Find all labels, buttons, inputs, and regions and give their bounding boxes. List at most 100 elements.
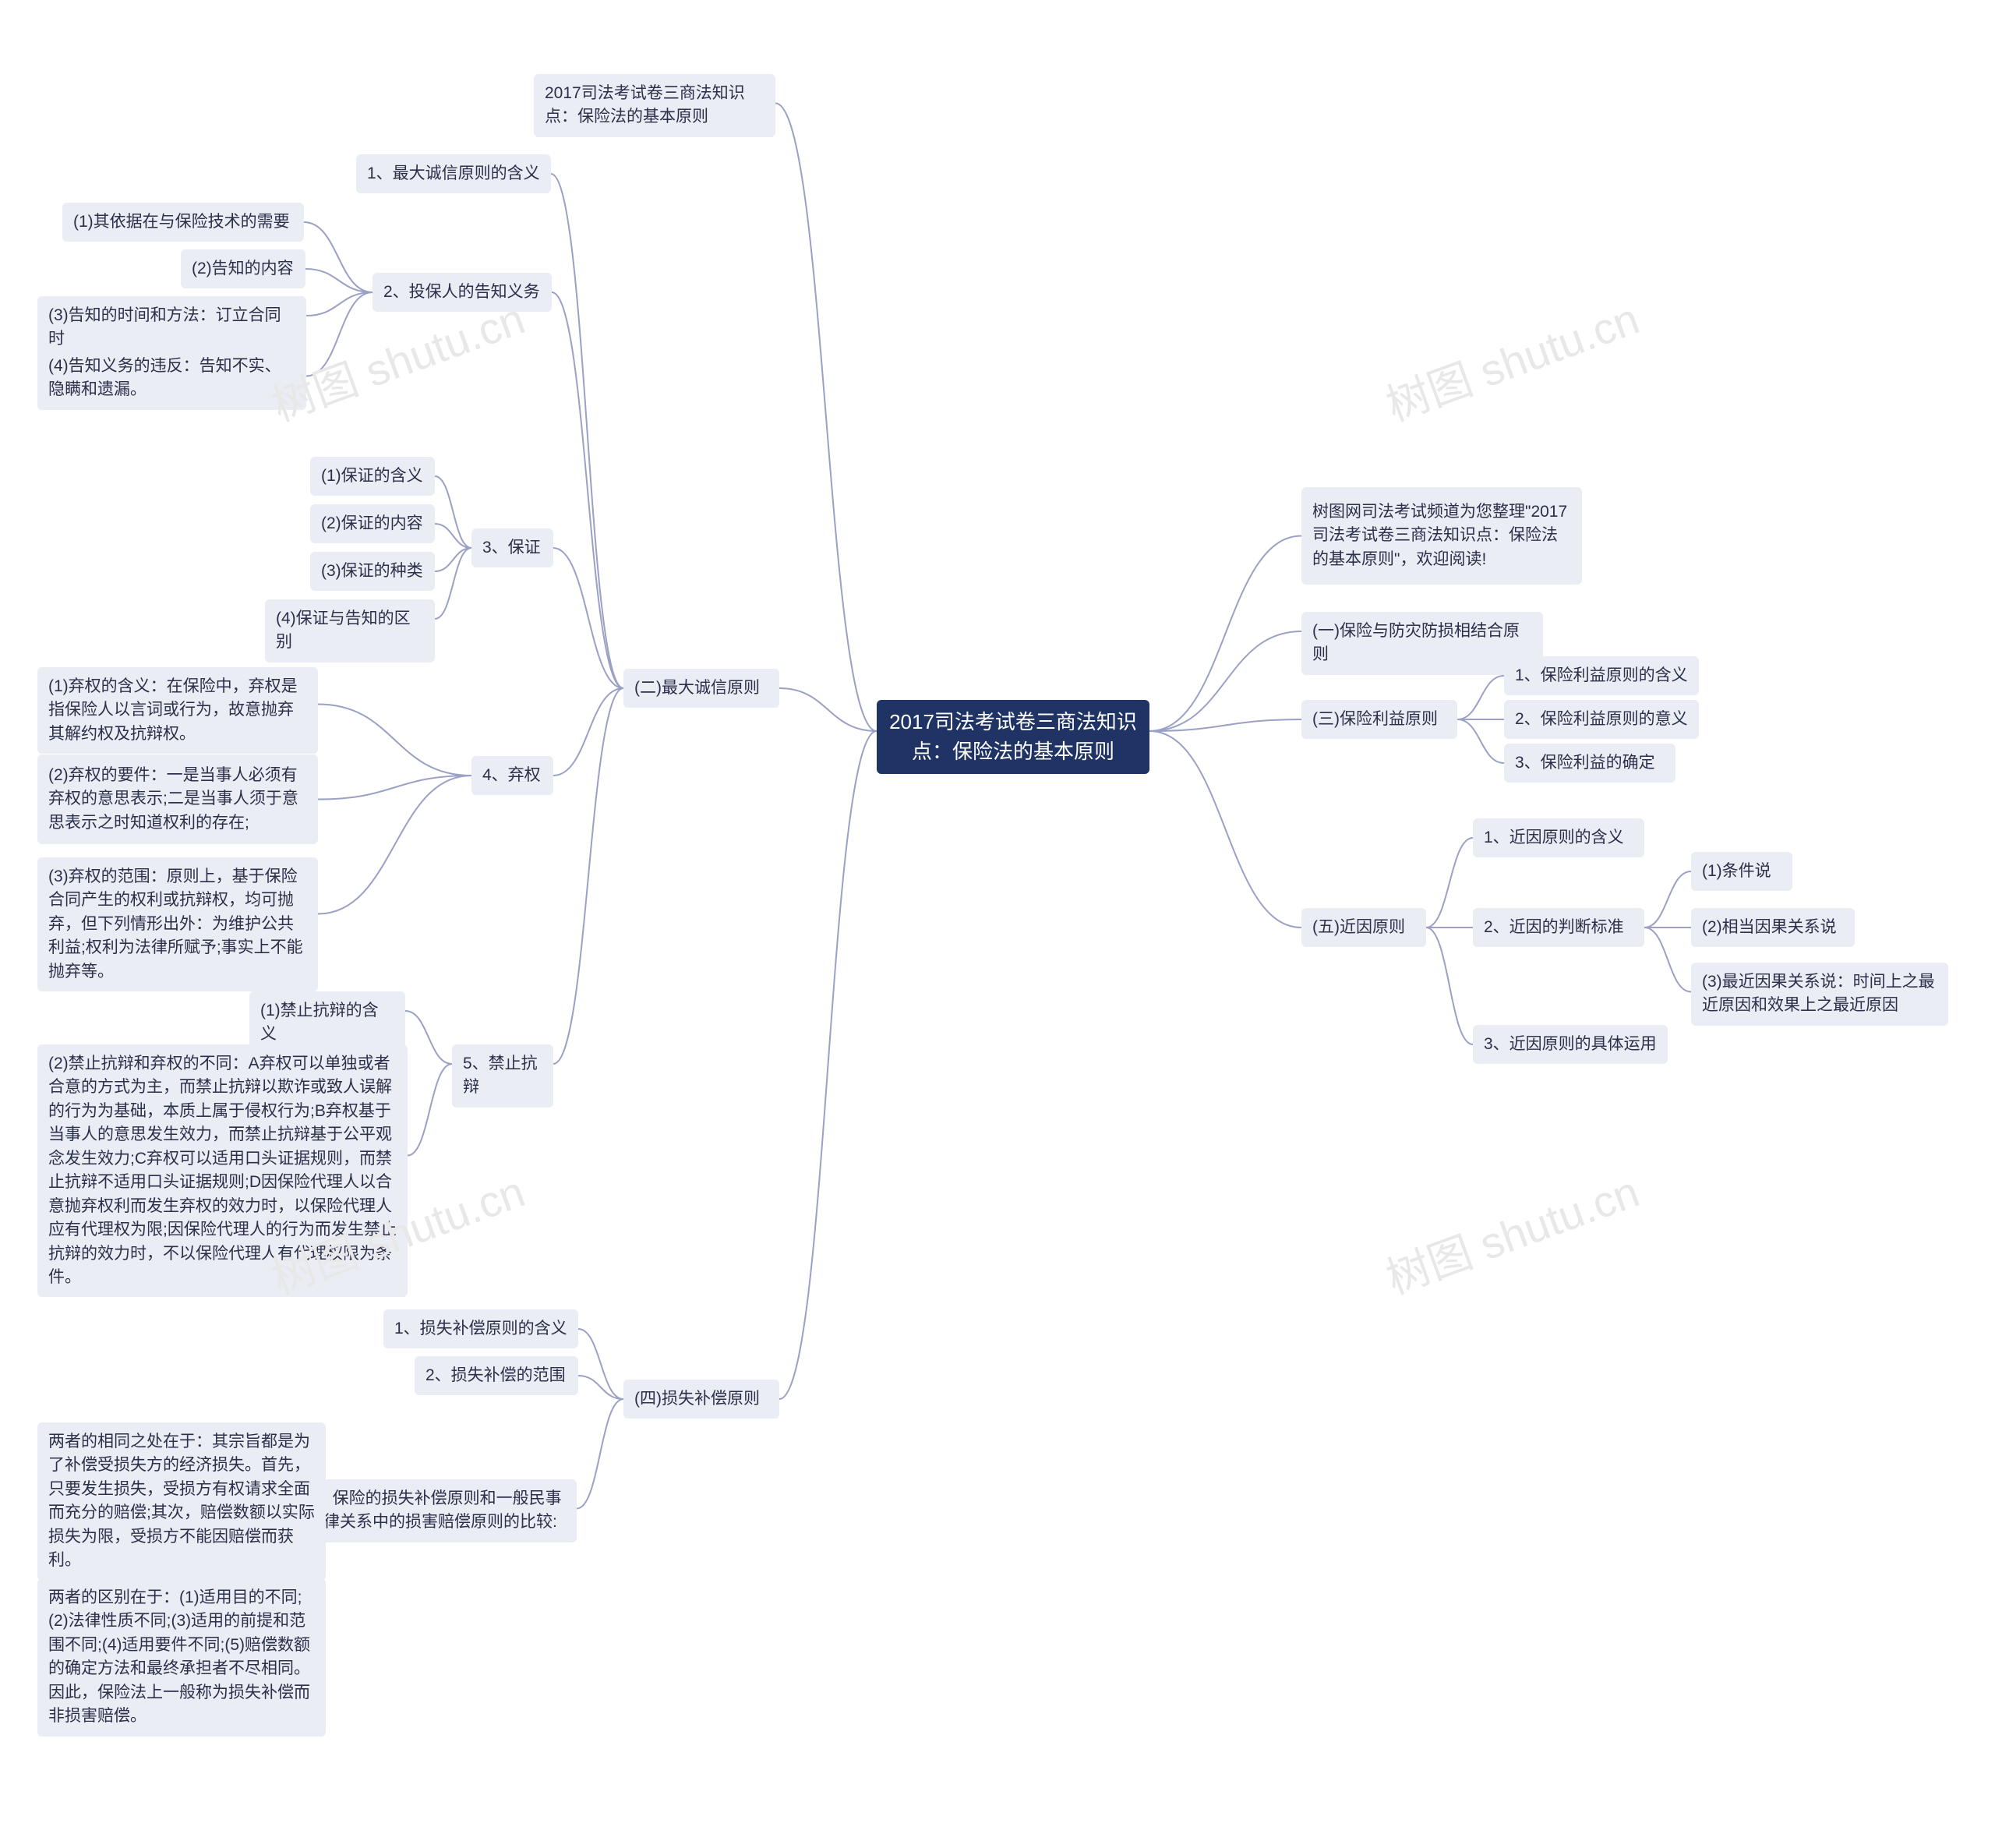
connector	[779, 688, 877, 731]
connector	[779, 731, 877, 1399]
mindmap-node[interactable]: (1)保证的含义	[310, 457, 435, 496]
connector	[552, 292, 623, 688]
mindmap-node[interactable]: 两者的相同之处在于：其宗旨都是为了补偿受损失方的经济损失。首先，只要发生损失，受…	[37, 1422, 326, 1581]
node-label: 2、损失补偿的范围	[425, 1364, 567, 1387]
node-label: (四)损失补偿原则	[634, 1387, 768, 1411]
connector	[435, 548, 471, 571]
node-label: (3)最近因果关系说：时间上之最近原因和效果上之最近原因	[1702, 970, 1937, 1018]
mindmap-node[interactable]: (1)其依据在与保险技术的需要	[62, 203, 304, 242]
node-label: (1)禁止抗辩的含义	[260, 999, 394, 1047]
watermark: 树图 shutu.cn	[1376, 284, 1647, 433]
mindmap-node[interactable]: (2)相当因果关系说	[1691, 908, 1855, 947]
node-label: (3)保证的种类	[321, 560, 424, 583]
mindmap-node[interactable]: (3)最近因果关系说：时间上之最近原因和效果上之最近原因	[1691, 963, 1948, 1026]
node-label: 1、近因原则的含义	[1484, 826, 1633, 850]
connector	[1457, 676, 1504, 719]
connector	[1644, 928, 1691, 992]
mindmap-node[interactable]: (4)保证与告知的区别	[265, 599, 435, 663]
connector	[435, 476, 471, 548]
connector	[318, 705, 471, 776]
connector	[1149, 731, 1301, 928]
connector	[304, 222, 373, 292]
mindmap-node[interactable]: 2017司法考试卷三商法知识点：保险法的基本原则	[534, 74, 775, 137]
mindmap-node[interactable]: 1、最大诚信原则的含义	[356, 154, 551, 193]
connector	[1149, 631, 1301, 731]
mindmap-node[interactable]: (2)禁止抗辩和弃权的不同：A弃权可以单独或者合意的方式为主，而禁止抗辩以欺诈或…	[37, 1044, 408, 1297]
node-label: 3、近因原则的具体运用	[1484, 1033, 1657, 1056]
connector	[435, 548, 471, 619]
mindmap-node[interactable]: (2)保证的内容	[310, 504, 435, 543]
node-label: (1)其依据在与保险技术的需要	[73, 210, 293, 234]
node-label: 4、弃权	[482, 764, 542, 787]
mindmap-node[interactable]: 1、损失补偿原则的含义	[383, 1309, 578, 1348]
connector	[318, 776, 471, 800]
connector	[577, 1399, 623, 1509]
node-label: (一)保险与防灾防损相结合原则	[1312, 620, 1532, 667]
node-label: 2、保险利益原则的意义	[1515, 708, 1688, 731]
mindmap-node[interactable]: (二)最大诚信原则	[623, 669, 779, 708]
node-label: 3、保险的损失补偿原则和一般民事法律关系中的损害赔偿原则的比较:	[307, 1487, 566, 1535]
connector	[318, 776, 471, 914]
connector	[1426, 838, 1473, 928]
node-label: 5、禁止抗辩	[463, 1052, 542, 1100]
mindmap-node[interactable]: 3、近因原则的具体运用	[1473, 1025, 1668, 1064]
connector	[408, 1064, 452, 1156]
mindmap-node[interactable]: (2)弃权的要件：一是当事人必须有弃权的意思表示;二是当事人须于意思表示之时知道…	[37, 754, 318, 844]
mindmap-node[interactable]: 2、投保人的告知义务	[373, 273, 552, 312]
node-label: 1、保险利益原则的含义	[1515, 664, 1688, 687]
connector	[306, 292, 373, 316]
node-label: (五)近因原则	[1312, 916, 1415, 939]
node-label: (1)条件说	[1702, 860, 1781, 883]
mindmap-node[interactable]: 3、保证	[471, 528, 553, 567]
mindmap-node[interactable]: (1)条件说	[1691, 852, 1792, 891]
connector	[553, 548, 623, 688]
mindmap-node[interactable]: 5、禁止抗辩	[452, 1044, 553, 1108]
node-label: 3、保证	[482, 536, 542, 560]
mindmap-node[interactable]: 1、近因原则的含义	[1473, 818, 1644, 857]
node-label: (2)告知的内容	[192, 257, 295, 281]
mindmap-node[interactable]: 两者的区别在于：(1)适用目的不同;(2)法律性质不同;(3)适用的前提和范围不…	[37, 1578, 326, 1737]
connector	[553, 688, 623, 1064]
mindmap-node[interactable]: (1)弃权的含义：在保险中，弃权是指保险人以言词或行为，故意抛弃其解约权及抗辩权…	[37, 667, 318, 754]
mindmap-node[interactable]: 2、近因的判断标准	[1473, 908, 1644, 947]
node-label: (4)告知义务的违反：告知不实、隐瞒和遗漏。	[48, 355, 295, 402]
mindmap-node[interactable]: 2、损失补偿的范围	[415, 1356, 578, 1395]
mindmap-node[interactable]: (五)近因原则	[1301, 908, 1426, 947]
mindmap-node[interactable]: (3)弃权的范围：原则上，基于保险合同产生的权利或抗辩权，均可抛弃，但下列情形出…	[37, 857, 318, 991]
mindmap-node[interactable]: 4、弃权	[471, 756, 553, 795]
node-label: 两者的区别在于：(1)适用目的不同;(2)法律性质不同;(3)适用的前提和范围不…	[48, 1586, 315, 1729]
mindmap-node[interactable]: 3、保险的损失补偿原则和一般民事法律关系中的损害赔偿原则的比较:	[296, 1479, 577, 1542]
connector	[775, 104, 877, 732]
connector	[405, 1011, 452, 1064]
connector	[306, 292, 373, 376]
node-label: 两者的相同之处在于：其宗旨都是为了补偿受损失方的经济损失。首先，只要发生损失，受…	[48, 1430, 315, 1573]
node-label: (1)弃权的含义：在保险中，弃权是指保险人以言词或行为，故意抛弃其解约权及抗辩权…	[48, 675, 307, 746]
node-label: (2)相当因果关系说	[1702, 916, 1844, 939]
node-label: 1、最大诚信原则的含义	[367, 162, 540, 186]
node-label: 3、保险利益的确定	[1515, 751, 1665, 775]
mindmap-node[interactable]: 树图网司法考试频道为您整理"2017司法考试卷三商法知识点：保险法的基本原则"，…	[1301, 487, 1582, 585]
node-label: (2)保证的内容	[321, 512, 424, 535]
connector	[578, 1329, 623, 1399]
mindmap-root[interactable]: 2017司法考试卷三商法知识点：保险法的基本原则	[877, 700, 1149, 774]
watermark: 树图 shutu.cn	[1376, 1157, 1647, 1306]
connector	[578, 1376, 623, 1399]
node-label: 1、损失补偿原则的含义	[394, 1317, 567, 1341]
connector	[551, 174, 623, 688]
node-label: (2)弃权的要件：一是当事人必须有弃权的意思表示;二是当事人须于意思表示之时知道…	[48, 764, 307, 835]
mindmap-node[interactable]: (4)告知义务的违反：告知不实、隐瞒和遗漏。	[37, 347, 306, 410]
connector	[305, 269, 373, 292]
mindmap-node[interactable]: (2)告知的内容	[181, 249, 305, 288]
mindmap-node[interactable]: (3)保证的种类	[310, 552, 435, 591]
mindmap-node[interactable]: (四)损失补偿原则	[623, 1380, 779, 1419]
node-label: 2、投保人的告知义务	[383, 281, 541, 304]
mindmap-node[interactable]: (三)保险利益原则	[1301, 700, 1457, 739]
mindmap-node[interactable]: 1、保险利益原则的含义	[1504, 656, 1699, 695]
connector	[553, 688, 623, 776]
node-label: 2、近因的判断标准	[1484, 916, 1633, 939]
connector	[1149, 536, 1301, 732]
mindmap-node[interactable]: 2、保险利益原则的意义	[1504, 700, 1699, 739]
mindmap-node[interactable]: 3、保险利益的确定	[1504, 744, 1675, 783]
connector	[1457, 719, 1504, 763]
node-label: (2)禁止抗辩和弃权的不同：A弃权可以单独或者合意的方式为主，而禁止抗辩以欺诈或…	[48, 1052, 397, 1289]
